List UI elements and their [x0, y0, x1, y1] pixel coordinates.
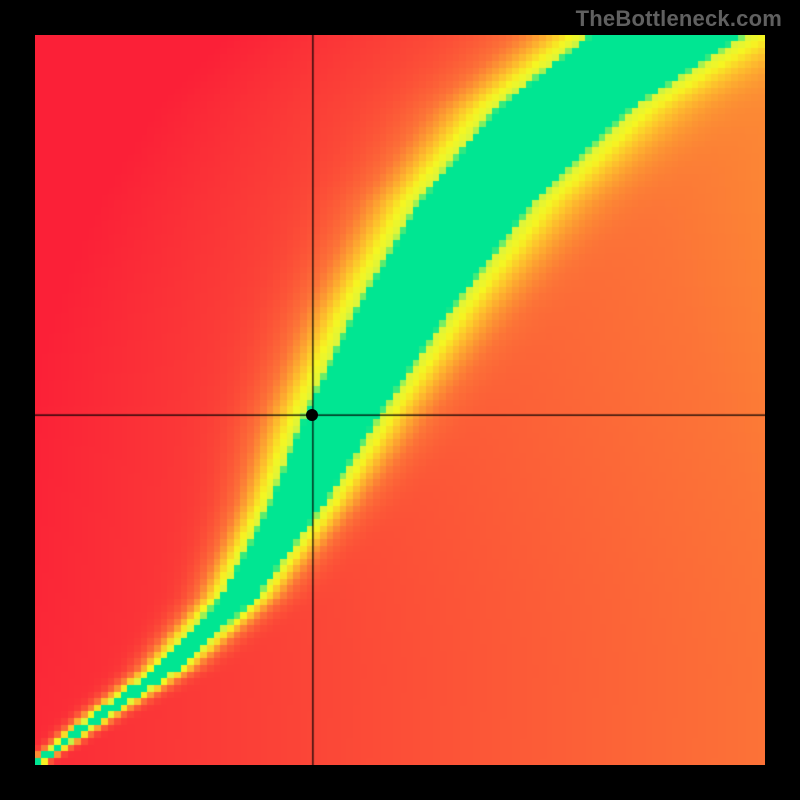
- heatmap-plot: [35, 35, 765, 765]
- watermark-text: TheBottleneck.com: [576, 6, 782, 32]
- heatmap-canvas: [35, 35, 765, 765]
- crosshair-marker: [306, 409, 318, 421]
